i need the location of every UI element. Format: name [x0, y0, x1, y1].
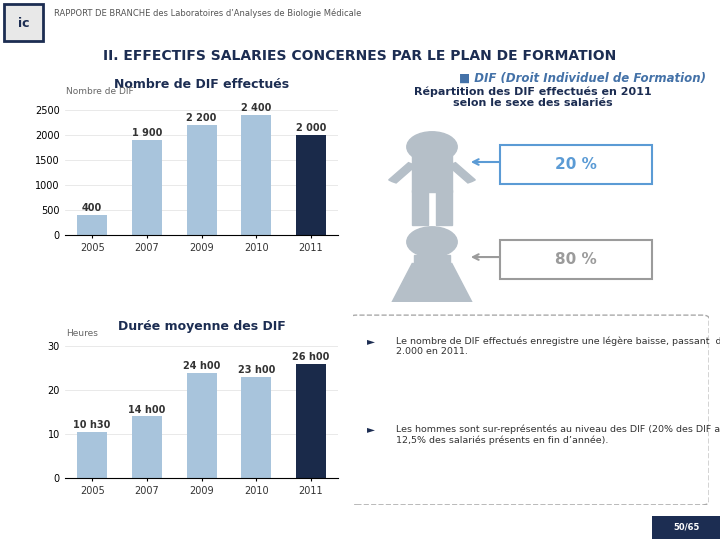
- Text: Durée moyenne des DIF: Durée moyenne des DIF: [118, 320, 285, 333]
- Bar: [132, 416, 162, 478]
- Bar: [132, 140, 162, 235]
- Text: Répartition des DIF effectués en 2011
selon le sexe des salariés: Répartition des DIF effectués en 2011 se…: [414, 86, 652, 109]
- Text: 14 h00: 14 h00: [128, 404, 166, 415]
- FancyArrow shape: [389, 163, 416, 183]
- Bar: [414, 255, 450, 276]
- Text: 50/65: 50/65: [674, 522, 700, 531]
- Bar: [241, 377, 271, 478]
- Bar: [296, 364, 326, 478]
- FancyBboxPatch shape: [500, 240, 652, 279]
- Text: Heures: Heures: [66, 328, 98, 338]
- Text: 1 900: 1 900: [132, 128, 162, 138]
- Text: ic: ic: [18, 17, 29, 30]
- Text: 10 h30: 10 h30: [73, 420, 111, 430]
- Text: 20 %: 20 %: [555, 157, 597, 172]
- Text: II. EFFECTIFS SALARIES CONCERNES PAR LE PLAN DE FORMATION: II. EFFECTIFS SALARIES CONCERNES PAR LE …: [104, 49, 616, 63]
- Bar: [241, 114, 271, 235]
- Text: 2 000: 2 000: [296, 123, 326, 133]
- Bar: [186, 373, 217, 478]
- Text: CHAPITRE IV : FORMATION PROFESSIONNELLE: CHAPITRE IV : FORMATION PROFESSIONNELLE: [158, 24, 609, 43]
- Text: 80 %: 80 %: [555, 252, 597, 267]
- Bar: [436, 190, 452, 225]
- Text: RAPPORT DE BRANCHE des Laboratoires d’Analyses de Biologie Médicale: RAPPORT DE BRANCHE des Laboratoires d’An…: [53, 9, 361, 18]
- Text: ■ DIF (Droit Individuel de Formation): ■ DIF (Droit Individuel de Formation): [459, 72, 706, 85]
- FancyBboxPatch shape: [652, 516, 720, 539]
- FancyBboxPatch shape: [500, 145, 652, 184]
- Bar: [4, 4, 43, 40]
- Polygon shape: [385, 264, 479, 315]
- Text: 2 400: 2 400: [241, 103, 271, 113]
- Text: Nombre de DIF: Nombre de DIF: [66, 87, 134, 96]
- Text: Les hommes sont sur-représentés au niveau des DIF (20% des DIF alors qu’ils repr: Les hommes sont sur-représentés au nivea…: [395, 424, 720, 445]
- Text: 26 h00: 26 h00: [292, 352, 330, 362]
- Text: 23 h00: 23 h00: [238, 365, 275, 375]
- Text: ►: ►: [367, 336, 375, 346]
- Bar: [412, 190, 428, 225]
- Text: Le nombre de DIF effectués enregistre une légère baisse, passant  de 2.400 perso: Le nombre de DIF effectués enregistre un…: [395, 336, 720, 356]
- Bar: [186, 125, 217, 235]
- Text: 24 h00: 24 h00: [183, 361, 220, 371]
- Text: 400: 400: [82, 203, 102, 213]
- FancyArrow shape: [448, 163, 475, 183]
- Bar: [296, 134, 326, 235]
- FancyBboxPatch shape: [349, 315, 709, 505]
- Bar: [412, 147, 452, 192]
- Text: 2 200: 2 200: [186, 113, 217, 123]
- Bar: [77, 215, 107, 235]
- Text: Nombre de DIF effectués: Nombre de DIF effectués: [114, 78, 289, 91]
- Text: ►: ►: [367, 424, 375, 434]
- Circle shape: [407, 132, 457, 162]
- Circle shape: [407, 227, 457, 257]
- Bar: [77, 432, 107, 478]
